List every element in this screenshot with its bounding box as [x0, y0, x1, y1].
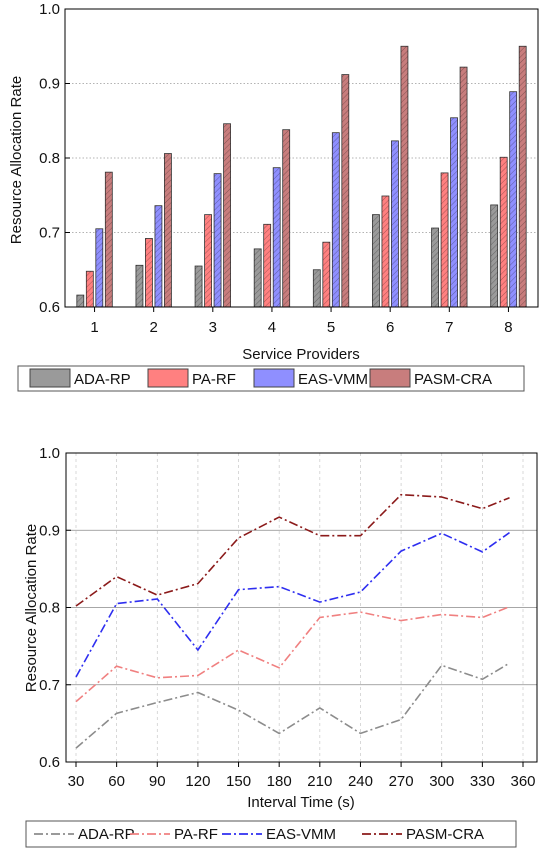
line-chart-y-axis-label: Resource Allocation Rate: [23, 524, 40, 692]
line-chart-x-tick-label: 360: [510, 773, 535, 790]
legend-swatch: [369, 368, 411, 388]
line-chart-x-tick-label: 180: [267, 773, 292, 790]
bar-hatch: [145, 238, 153, 307]
series-line-ada-rp: [75, 662, 510, 749]
bar-hatch: [86, 271, 94, 307]
bar-chart-x-tick-label: 8: [504, 319, 512, 336]
bar-chart-x-tick-label: 2: [150, 319, 158, 336]
line-chart-grid: [66, 453, 537, 762]
legend-label: PA-RF: [192, 371, 236, 388]
bar-chart-y-tick-label: 0.6: [39, 299, 60, 316]
bar-hatch: [254, 248, 262, 307]
bar-chart-y-axis-label: Resource Allocation Rate: [8, 76, 25, 244]
bar-hatch: [282, 129, 290, 307]
bar-hatch: [400, 46, 408, 307]
line-chart-x-tick-label: 210: [307, 773, 332, 790]
line-chart-x-tick-label: 60: [108, 773, 125, 790]
legend-swatch: [147, 368, 189, 388]
legend-label: PASM-CRA: [414, 371, 492, 388]
legend-label: PA-RF: [174, 826, 218, 843]
line-chart-legend-frame: [25, 820, 517, 848]
bar-hatch: [135, 265, 143, 307]
bar-chart-x-tick-label: 7: [445, 319, 453, 336]
legend-swatch: [29, 368, 71, 388]
line-chart-y-tick-label: 0.6: [39, 754, 60, 771]
bar-chart-bars: [76, 45, 527, 308]
bar-hatch: [263, 224, 271, 307]
legend-label: PASM-CRA: [406, 826, 484, 843]
bar-hatch: [341, 74, 349, 307]
series-line-pasm-cra: [75, 493, 510, 607]
legend-label: ADA-RP: [78, 826, 135, 843]
bar-hatch: [164, 153, 172, 307]
bar-chart-y-tick-label: 0.8: [39, 150, 60, 167]
line-chart-x-tick-label: 30: [68, 773, 85, 790]
bar-chart-y-tick-label: 0.7: [39, 225, 60, 242]
bar-hatch: [441, 172, 449, 307]
bar-hatch: [490, 204, 498, 307]
bar-hatch: [214, 173, 222, 307]
legend-label: EAS-VMM: [298, 371, 368, 388]
line-chart-y-tick-label: 0.7: [39, 677, 60, 694]
bar-hatch: [431, 228, 439, 307]
bar-hatch: [273, 167, 281, 307]
bar-chart-y-tick-label: 0.9: [39, 76, 60, 93]
bar-hatch: [519, 46, 527, 307]
line-chart-x-tick-label: 90: [149, 773, 166, 790]
line-chart-x-tick-label: 120: [185, 773, 210, 790]
bar-hatch: [154, 205, 162, 307]
bar-chart-x-tick-label: 5: [327, 319, 335, 336]
bar-hatch: [223, 123, 231, 307]
bar-chart-x-ticks: 1 2 3 4 5 6 7 8: [90, 307, 513, 336]
bar-chart-legend-frame: [17, 365, 525, 392]
bar-chart-x-tick-label: 1: [90, 319, 98, 336]
bar-chart-x-tick-label: 4: [268, 319, 276, 336]
bar-hatch: [322, 242, 330, 307]
bar-hatch: [460, 67, 468, 307]
line-chart-x-tick-label: 330: [470, 773, 495, 790]
bar-hatch: [204, 214, 212, 307]
line-chart-y-ticks: 0.6 0.7 0.8 0.9 1.0: [39, 445, 71, 771]
bar-hatch: [195, 266, 203, 307]
bar-hatch: [381, 195, 389, 307]
line-chart-x-tick-label: 300: [429, 773, 454, 790]
line-chart-y-tick-label: 0.8: [39, 600, 60, 617]
bar-hatch: [500, 157, 508, 307]
line-chart-x-ticks: 30 60 90 120 150 180 210 240 270 300 330 360: [68, 762, 536, 790]
bar-chart-x-tick-label: 6: [386, 319, 394, 336]
line-chart-legend: ADA-RP PA-RF EAS-VMM PASM-CRA: [25, 820, 517, 848]
bar-hatch: [391, 140, 399, 307]
bar-chart-y-ticks: 0.6 0.7 0.8 0.9 1.0: [39, 1, 70, 316]
legend-label: ADA-RP: [74, 371, 131, 388]
line-chart-y-tick-label: 1.0: [39, 445, 60, 462]
bar-chart-x-tick-label: 3: [209, 319, 217, 336]
bar-hatch: [313, 269, 321, 307]
line-chart-x-axis-label: Interval Time (s): [247, 794, 355, 811]
bar-hatch: [95, 228, 103, 307]
line-chart: 0.6 0.7 0.8 0.9 1.0 30 60 90 120 150 180 210 240 270…: [23, 445, 538, 848]
bar-chart-x-axis-label: Service Providers: [242, 346, 360, 363]
bar-hatch: [509, 91, 517, 307]
bar-chart-legend: ADA-RP PA-RF EAS-VMM PASM-CRA: [17, 365, 525, 392]
series-line-eas-vmm: [75, 531, 510, 678]
bar-hatch: [332, 132, 340, 307]
bar-hatch: [372, 214, 380, 307]
line-chart-x-tick-label: 240: [348, 773, 373, 790]
line-chart-x-tick-label: 150: [226, 773, 251, 790]
bar-chart: 0.6 0.7 0.8 0.9 1.0 1 2 3 4 5 6 7 8 Service Provide…: [8, 1, 539, 392]
bar-hatch: [450, 117, 458, 308]
line-chart-y-tick-label: 0.9: [39, 522, 60, 539]
bar-hatch: [76, 295, 84, 307]
legend-label: EAS-VMM: [266, 826, 336, 843]
bar-chart-y-tick-label: 1.0: [39, 1, 60, 18]
bar-hatch: [105, 172, 113, 307]
line-chart-lines: [75, 493, 510, 749]
series-line-pa-rf: [75, 605, 510, 703]
legend-swatch: [253, 368, 295, 388]
line-chart-x-tick-label: 270: [389, 773, 414, 790]
